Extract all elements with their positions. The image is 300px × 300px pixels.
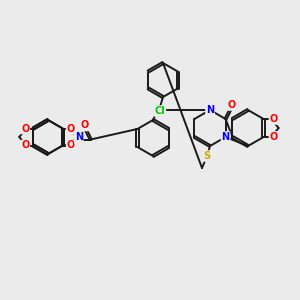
Text: O: O — [269, 114, 278, 124]
Text: N: N — [221, 132, 230, 142]
Text: O: O — [21, 124, 29, 134]
Text: O: O — [227, 100, 236, 110]
Text: O: O — [21, 140, 29, 151]
Text: Cl: Cl — [154, 106, 165, 116]
Text: N: N — [206, 105, 214, 115]
Text: O: O — [269, 132, 278, 142]
Text: O: O — [67, 140, 75, 151]
Text: S: S — [203, 151, 211, 161]
Text: N: N — [75, 133, 83, 142]
Text: H: H — [75, 136, 82, 145]
Text: O: O — [81, 121, 89, 130]
Text: O: O — [67, 124, 75, 134]
